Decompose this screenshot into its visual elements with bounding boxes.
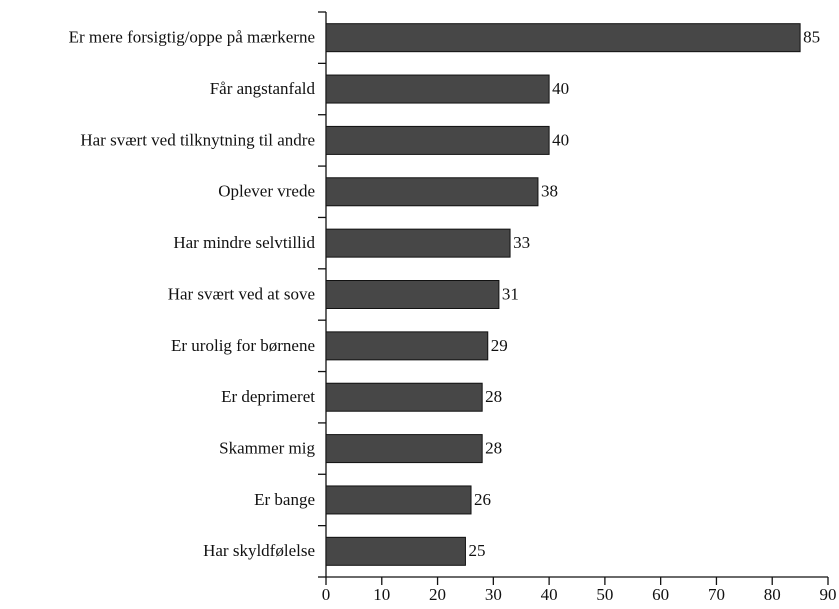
x-tick-label: 40 — [541, 585, 558, 604]
y-tick-label: Har skyldfølelse — [203, 541, 315, 560]
bar — [325, 125, 550, 155]
x-tick-label: 70 — [708, 585, 725, 604]
value-label: 85 — [803, 28, 820, 47]
value-label: 31 — [502, 284, 519, 303]
y-tick-label: Har svært ved tilknytning til andre — [80, 130, 315, 149]
y-tick-label: Er deprimeret — [221, 387, 315, 406]
y-tick-label: Skammer mig — [219, 438, 315, 457]
x-tick-label: 60 — [652, 585, 669, 604]
bar — [325, 485, 472, 515]
bar — [325, 434, 483, 464]
y-tick-label: Oplever vrede — [218, 182, 315, 201]
x-tick-label: 20 — [429, 585, 446, 604]
y-tick-label: Har mindre selvtillid — [173, 233, 315, 252]
value-label: 38 — [541, 182, 558, 201]
bar — [325, 331, 489, 361]
x-tick-label: 90 — [820, 585, 837, 604]
value-label: 40 — [552, 130, 569, 149]
bar — [325, 382, 483, 412]
value-label: 26 — [474, 490, 491, 509]
y-tick-label: Får angstanfald — [210, 79, 316, 98]
value-label: 28 — [485, 387, 502, 406]
value-label: 29 — [491, 336, 508, 355]
bar — [325, 23, 801, 53]
x-tick-label: 30 — [485, 585, 502, 604]
value-label: 28 — [485, 438, 502, 457]
bar — [325, 177, 539, 207]
y-tick-label: Er bange — [254, 490, 315, 509]
y-tick-label: Har svært ved at sove — [168, 284, 315, 303]
bar — [325, 280, 500, 309]
y-tick-label: Er mere forsigtig/oppe på mærkerne — [69, 28, 315, 47]
bar — [325, 228, 511, 258]
x-tick-label: 10 — [373, 585, 390, 604]
value-label: 40 — [552, 79, 569, 98]
bar — [325, 74, 550, 104]
y-tick-label: Er urolig for børnene — [171, 336, 315, 355]
x-tick-label: 80 — [764, 585, 781, 604]
value-label: 25 — [468, 541, 485, 560]
value-label: 33 — [513, 233, 530, 252]
x-tick-label: 50 — [596, 585, 613, 604]
bar — [325, 536, 466, 566]
x-tick-label: 0 — [322, 585, 331, 604]
